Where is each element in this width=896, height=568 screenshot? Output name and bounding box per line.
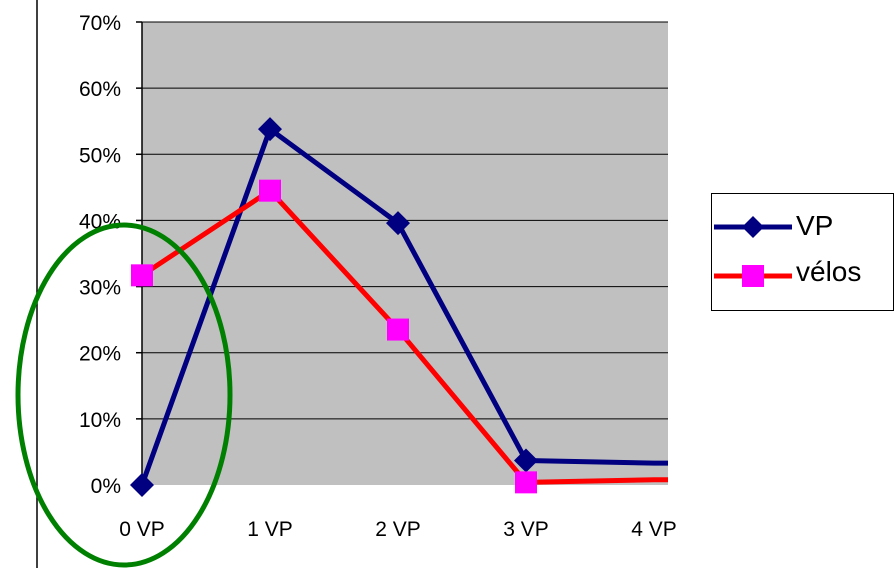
y-tick-label: 50% [79,144,121,167]
legend-label-vp: VP [796,210,834,241]
gridlines [136,21,668,486]
x-axis-ticks: 0 VP 1 VP 2 VP 3 VP 4 VP [119,518,677,541]
data-point-marker [515,471,537,494]
y-tick-label: 30% [79,277,121,300]
series-line-vp [139,126,668,486]
highlight-ellipse [15,222,233,568]
x-tick-label: 1 VP [247,518,293,541]
legend-item-vp: VP [712,206,892,250]
legend-item-velos: vélos [712,252,892,296]
legend-label-velos: vélos [796,256,862,287]
legend-swatch-vp [714,216,792,238]
data-point-marker [514,448,538,473]
x-tick-label: 3 VP [503,518,549,541]
x-tick-label: 4 VP [631,518,677,541]
data-point-marker [131,264,153,287]
data-point-marker [130,473,154,497]
legend-marker-vp [742,216,764,238]
x-tick-label: 2 VP [375,518,421,541]
legend: VP vélos [711,193,894,311]
data-point-marker [258,117,282,142]
y-tick-label: 60% [79,78,121,101]
data-point-marker [259,179,281,202]
y-axis-ticks: 0%10%20%30%40%50%60%70% [79,12,121,498]
series-line-velos [140,188,668,485]
y-tick-label: 20% [79,343,121,366]
plot-area [142,22,668,485]
y-tick-label: 70% [79,12,121,35]
data-point-marker [387,318,409,341]
y-tick-label: 0% [91,475,121,498]
x-tick-label: 0 VP [119,518,165,541]
data-point-marker [386,211,410,236]
series-lines [139,126,668,486]
legend-marker-velos [742,265,764,287]
series-markers [130,117,538,497]
legend-swatch-velos [714,265,792,287]
y-tick-label: 10% [79,409,121,432]
